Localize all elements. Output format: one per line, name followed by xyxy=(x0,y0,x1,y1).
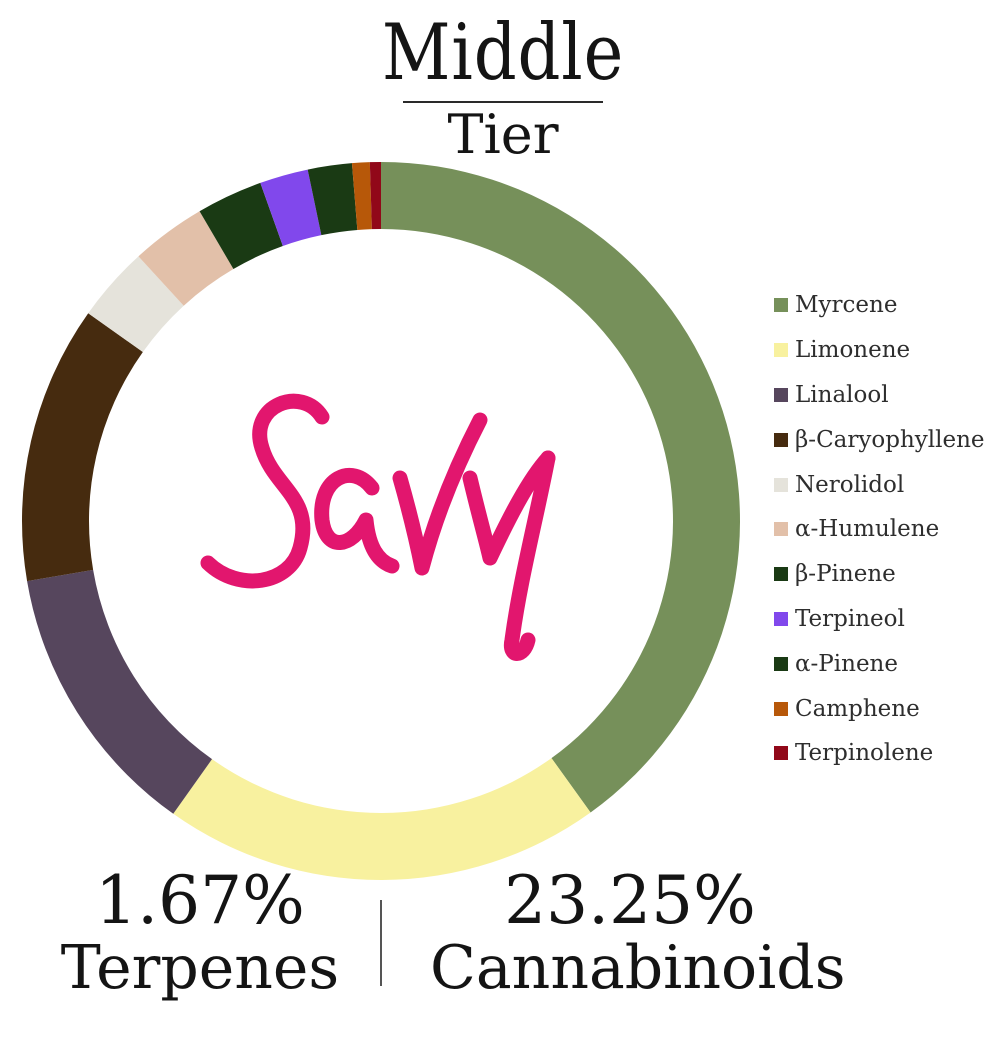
legend-swatch xyxy=(774,477,788,492)
terpenes-value: 1.67% xyxy=(95,862,305,939)
donut-slices xyxy=(22,162,740,880)
legend-swatch xyxy=(774,746,788,761)
legend-item: Limonene xyxy=(774,328,985,373)
legend-item: Nerolidol xyxy=(774,462,985,507)
slice-camphene xyxy=(351,162,372,230)
legend-item: β-Caryophyllene xyxy=(774,417,985,462)
legend-swatch xyxy=(774,298,788,313)
terpenes-label: Terpenes xyxy=(60,933,340,1003)
chart-legend: Myrcene Limonene Linalool β-Caryophyllene Ne… xyxy=(774,283,985,776)
legend-swatch xyxy=(774,343,788,358)
legend-item: Linalool xyxy=(774,373,985,418)
legend-swatch xyxy=(774,432,788,447)
slice-terpineol xyxy=(260,169,322,246)
terpenes-stat: 1.67% Terpenes xyxy=(40,862,360,1003)
legend-label: Terpinolene xyxy=(795,740,934,767)
chart-title: Middle xyxy=(381,8,625,98)
legend-label: α-Humulene xyxy=(795,516,940,543)
legend-swatch xyxy=(774,611,788,626)
legend-label: Camphene xyxy=(795,695,920,722)
title-divider xyxy=(403,101,603,103)
legend-item: Terpinolene xyxy=(774,731,985,776)
slice--pinene xyxy=(199,182,283,270)
legend-item: α-Humulene xyxy=(774,507,985,552)
slice-terpinolene xyxy=(369,162,381,230)
legend-label: Linalool xyxy=(795,381,889,408)
legend-swatch xyxy=(774,387,788,402)
slice--humulene xyxy=(138,211,234,306)
legend-label: Myrcene xyxy=(795,292,898,319)
legend-label: β-Pinene xyxy=(795,561,896,588)
legend-swatch xyxy=(774,701,788,716)
cannabinoids-label: Cannabinoids xyxy=(430,933,846,1003)
stats-divider xyxy=(380,900,382,986)
legend-label: Nerolidol xyxy=(795,471,905,498)
slice-limonene xyxy=(173,758,591,880)
slice-nerolidol xyxy=(88,256,184,353)
brand-logo xyxy=(200,393,556,661)
slice--pinene xyxy=(307,163,358,236)
legend-item: β-Pinene xyxy=(774,552,985,597)
slice-myrcene xyxy=(381,162,740,813)
cannabinoids-stat: 23.25% Cannabinoids xyxy=(430,862,846,1003)
legend-swatch xyxy=(774,522,788,537)
legend-label: Limonene xyxy=(795,337,911,364)
legend-item: Myrcene xyxy=(774,283,985,328)
legend-swatch xyxy=(774,656,788,671)
legend-item: α-Pinene xyxy=(774,641,985,686)
chart-subtitle: Tier xyxy=(447,103,559,166)
legend-item: Terpineol xyxy=(774,597,985,642)
legend-label: Terpineol xyxy=(795,605,905,632)
cannabinoids-value: 23.25% xyxy=(504,862,756,939)
slice-linalool xyxy=(27,569,213,814)
legend-swatch xyxy=(774,567,788,582)
slice--caryophyllene xyxy=(22,313,143,582)
legend-label: α-Pinene xyxy=(795,650,898,677)
legend-item: Camphene xyxy=(774,686,985,731)
legend-label: β-Caryophyllene xyxy=(795,426,985,453)
